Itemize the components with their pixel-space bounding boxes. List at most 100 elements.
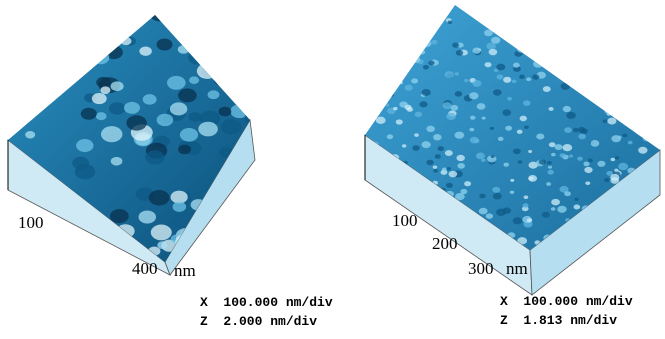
texture (390, 79, 399, 86)
texture (382, 213, 388, 217)
scale-text: X 100.000 nm/div (500, 294, 633, 309)
texture (564, 191, 571, 196)
texture (560, 153, 566, 157)
texture (445, 150, 453, 156)
texture (550, 1, 557, 7)
texture (638, 45, 647, 52)
texture (84, 25, 98, 36)
texture (486, 213, 493, 219)
texture (545, 28, 552, 33)
texture (627, 66, 636, 73)
texture (23, 56, 38, 67)
texture (561, 83, 570, 90)
texture (363, 81, 371, 87)
texture (537, 0, 543, 3)
texture (371, 190, 377, 194)
texture (607, 31, 614, 36)
texture (616, 58, 625, 65)
texture (577, 83, 586, 90)
afm-surface-left (0, 4, 263, 275)
texture (469, 92, 479, 99)
texture (448, 21, 453, 24)
texture (493, 16, 501, 22)
texture (611, 158, 616, 161)
texture (539, 159, 546, 164)
texture (425, 2, 429, 5)
texture (535, 42, 544, 49)
texture (422, 242, 427, 245)
texture (611, 82, 621, 89)
texture (99, 28, 112, 38)
texture (0, 47, 18, 61)
texture (245, 60, 263, 73)
texture (564, 127, 572, 133)
texture (423, 65, 429, 70)
texture (491, 155, 495, 158)
texture (657, 84, 662, 88)
texture (464, 79, 468, 82)
texture (139, 210, 157, 223)
texture (199, 50, 210, 58)
texture (574, 198, 578, 201)
texture (513, 148, 521, 154)
texture (457, 163, 465, 169)
texture (244, 111, 262, 125)
texture (491, 37, 500, 44)
texture (437, 146, 444, 151)
texture (387, 134, 393, 139)
texture (521, 29, 528, 35)
texture (616, 45, 624, 51)
texture (566, 112, 576, 119)
texture (658, 61, 665, 68)
texture (199, 236, 220, 252)
texture (126, 115, 146, 130)
texture (527, 218, 532, 222)
texture (526, 77, 531, 81)
texture (473, 139, 479, 144)
texture (368, 17, 376, 23)
texture (404, 105, 411, 110)
texture (170, 102, 187, 115)
texture (92, 51, 109, 64)
texture (657, 49, 663, 53)
texture (651, 95, 658, 100)
texture (357, 184, 363, 189)
texture (391, 38, 396, 42)
texture (25, 131, 35, 139)
texture (435, 154, 441, 159)
texture (212, 14, 231, 28)
texture (628, 31, 633, 35)
texture (446, 113, 456, 120)
texture (643, 134, 653, 141)
texture (236, 76, 258, 92)
texture (518, 160, 523, 164)
texture (481, 159, 485, 162)
axis-label: 400 (132, 259, 158, 278)
texture (547, 170, 553, 175)
texture (110, 209, 129, 223)
texture (469, 128, 474, 132)
texture (188, 50, 208, 65)
texture (628, 141, 633, 145)
texture (624, 33, 631, 38)
texture (124, 102, 140, 114)
texture (0, 38, 8, 49)
texture (604, 178, 609, 182)
texture (386, 237, 394, 243)
texture (145, 150, 164, 164)
texture (557, 52, 562, 56)
texture (96, 112, 107, 120)
texture (517, 46, 526, 53)
texture (101, 126, 122, 142)
texture (505, 11, 510, 15)
texture (96, 77, 110, 88)
texture (581, 81, 589, 87)
texture (92, 93, 107, 104)
texture (375, 99, 379, 102)
texture (638, 147, 647, 154)
texture (214, 72, 232, 86)
texture (149, 190, 170, 206)
texture (551, 153, 555, 156)
texture (363, 55, 370, 60)
texture (363, 197, 372, 203)
